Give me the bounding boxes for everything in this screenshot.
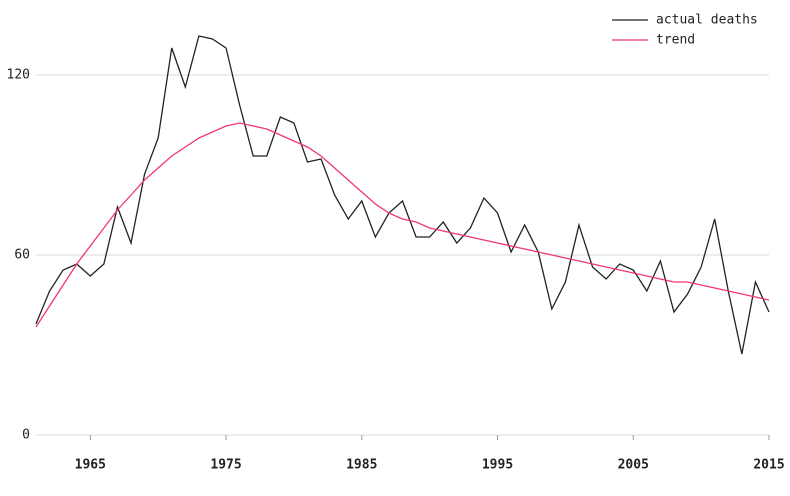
x-tick-label: 1965 (75, 458, 106, 473)
legend-label: actual deaths (656, 13, 758, 28)
x-tick-label: 2005 (618, 458, 649, 473)
x-tick-label: 1985 (346, 458, 377, 473)
y-tick-label: 60 (14, 248, 30, 263)
y-tick-label: 0 (22, 428, 30, 443)
x-tick-label: 1975 (210, 458, 241, 473)
legend-label: trend (656, 33, 695, 48)
data-line (35, 122, 770, 328)
data-line (35, 35, 770, 355)
x-tick-label: 1995 (482, 458, 513, 473)
y-tick-label: 120 (7, 68, 30, 83)
x-tick-label: 2015 (753, 458, 784, 473)
